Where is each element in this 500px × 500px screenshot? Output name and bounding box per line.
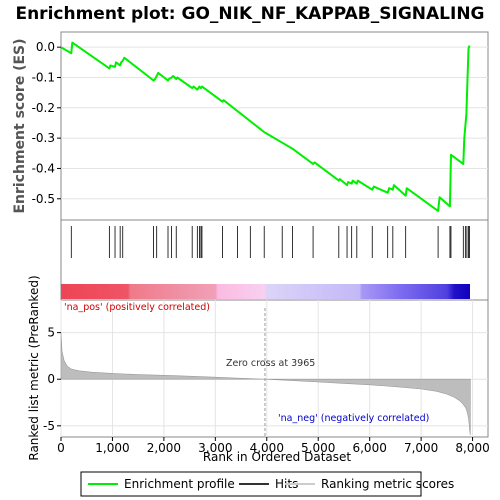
metric-panel-frame bbox=[60, 299, 489, 438]
es-y-tick-label: -0.5 bbox=[32, 192, 55, 206]
metric-y-tick-label: 0 bbox=[47, 372, 55, 386]
es-y-tick-label: -0.2 bbox=[32, 101, 55, 115]
x-tick-label: 5,000 bbox=[301, 441, 335, 455]
x-tick-label: 6,000 bbox=[352, 441, 386, 455]
neg-annotation: 'na_neg' (negatively correlated) bbox=[278, 413, 429, 424]
metric-y-axis-label: Ranked list metric (PreRanked) bbox=[27, 275, 41, 460]
ranking-metric-area bbox=[60, 332, 471, 436]
es-y-tick-label: 0.0 bbox=[36, 40, 55, 54]
x-tick-label: 0 bbox=[57, 441, 65, 455]
x-axis-label: Rank in Ordered Dataset bbox=[203, 450, 351, 464]
es-y-tick-label: -0.4 bbox=[32, 161, 55, 175]
legend-label-enrichment-profile: Enrichment profile bbox=[124, 477, 235, 491]
metric-y-tick-label: -5 bbox=[43, 419, 55, 433]
x-tick-label: 7,000 bbox=[404, 441, 438, 455]
es-y-ticks: 0.0 -0.1 -0.2 -0.3 -0.4 -0.5 bbox=[32, 40, 61, 206]
x-tick-label: 2,000 bbox=[147, 441, 181, 455]
x-tick-label: 4,000 bbox=[250, 441, 284, 455]
rank-gradient-bar bbox=[61, 284, 470, 299]
metric-y-tick-label: 5 bbox=[47, 326, 55, 340]
es-panel-frame bbox=[60, 31, 489, 221]
ranking-metric-scores bbox=[60, 332, 471, 436]
enrichment-profile-line bbox=[60, 41, 471, 212]
chart-title: Enrichment plot: GO_NIK_NF_KAPPAB_SIGNAL… bbox=[15, 4, 484, 24]
x-tick-label: 8,000 bbox=[455, 441, 489, 455]
x-tick-label: 3,000 bbox=[198, 441, 232, 455]
x-tick-label: 1,000 bbox=[95, 441, 129, 455]
x-ticks: 0 1,000 2,000 3,000 4,000 5,000 6,000 7,000 8,00… bbox=[57, 437, 490, 455]
zero-cross-label: Zero cross at 3965 bbox=[226, 358, 315, 369]
metric-y-ticks: -5 0 5 bbox=[43, 326, 61, 433]
es-line-group bbox=[60, 41, 471, 212]
rank-color-band bbox=[61, 284, 470, 299]
es-y-tick-label: -0.3 bbox=[32, 131, 55, 145]
legend-label-ranking-metric: Ranking metric scores bbox=[321, 477, 454, 491]
es-y-axis-label: Enrichment score (ES) bbox=[12, 38, 28, 213]
pos-annotation: 'na_pos' (positively correlated) bbox=[64, 302, 210, 313]
es-y-tick-label: -0.1 bbox=[32, 70, 55, 84]
es-gridlines bbox=[61, 46, 488, 200]
hit-ticks bbox=[70, 226, 470, 258]
